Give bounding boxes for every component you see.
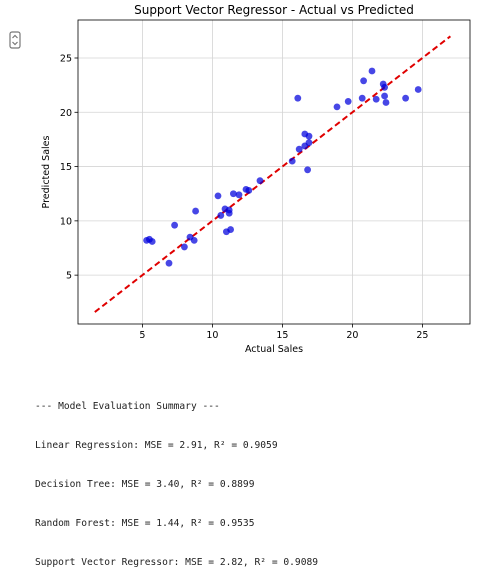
data-point — [368, 67, 376, 75]
data-point — [295, 145, 303, 153]
output-expand-icon[interactable] — [8, 30, 22, 50]
data-point — [381, 92, 388, 100]
data-point — [288, 157, 296, 165]
x-tick-label: 20 — [346, 330, 358, 341]
data-point — [333, 103, 341, 111]
y-tick-label: 25 — [60, 54, 72, 65]
data-point — [305, 139, 313, 147]
ideal-fit-line — [94, 35, 452, 313]
summary-line-forest: Random Forest: MSE = 1.44, R² = 0.9535 — [35, 518, 255, 529]
data-point — [235, 191, 243, 199]
data-point — [227, 226, 235, 233]
data-point — [217, 212, 225, 219]
scatter-chart: Support Vector Regressor - Actual vs Pre… — [41, 3, 471, 355]
x-tick-label: 15 — [276, 330, 288, 341]
y-tick-label: 10 — [60, 216, 72, 227]
summary-line-linear: Linear Regression: MSE = 2.91, R² = 0.90… — [35, 440, 278, 451]
data-point — [358, 94, 366, 102]
data-point — [148, 238, 156, 245]
data-point — [214, 192, 222, 200]
summary-line-svr: Support Vector Regressor: MSE = 2.82, R²… — [35, 557, 319, 568]
grid — [78, 20, 470, 324]
data-point — [165, 259, 173, 267]
x-tick-label: 5 — [139, 330, 145, 341]
x-tick-label: 10 — [206, 330, 218, 341]
x-ticks: 5 10 15 20 25 — [139, 324, 428, 341]
data-point — [381, 83, 388, 91]
plot-frame — [77, 19, 471, 325]
y-tick-label: 20 — [60, 108, 72, 119]
chart-title: Support Vector Regressor - Actual vs Pre… — [134, 3, 414, 17]
y-tick-label: 5 — [66, 271, 72, 282]
data-point — [245, 187, 253, 194]
data-points — [143, 67, 422, 267]
evaluation-summary: --- Model Evaluation Summary --- Linear … — [35, 374, 318, 582]
x-axis-label: Actual Sales — [245, 344, 303, 355]
y-tick-label: 15 — [60, 162, 72, 173]
data-point — [294, 94, 302, 102]
y-ticks: 5 10 15 20 25 — [60, 54, 78, 282]
data-point — [230, 190, 237, 198]
summary-line-tree: Decision Tree: MSE = 3.40, R² = 0.8899 — [35, 479, 255, 490]
data-point — [382, 99, 390, 106]
data-point — [256, 177, 264, 185]
data-point — [305, 132, 313, 140]
data-point — [225, 206, 233, 214]
data-point — [181, 243, 188, 251]
data-point — [372, 95, 380, 103]
data-point — [402, 94, 409, 102]
summary-header: --- Model Evaluation Summary --- — [35, 401, 220, 412]
y-axis-label: Predicted Sales — [41, 136, 52, 209]
data-point — [190, 237, 198, 244]
data-point — [304, 166, 311, 174]
data-point — [360, 77, 367, 85]
data-point — [344, 98, 352, 105]
data-point — [192, 207, 200, 215]
data-point — [171, 221, 179, 229]
reference-line-layer — [94, 35, 452, 313]
x-tick-label: 25 — [416, 330, 428, 341]
data-point — [414, 86, 422, 93]
